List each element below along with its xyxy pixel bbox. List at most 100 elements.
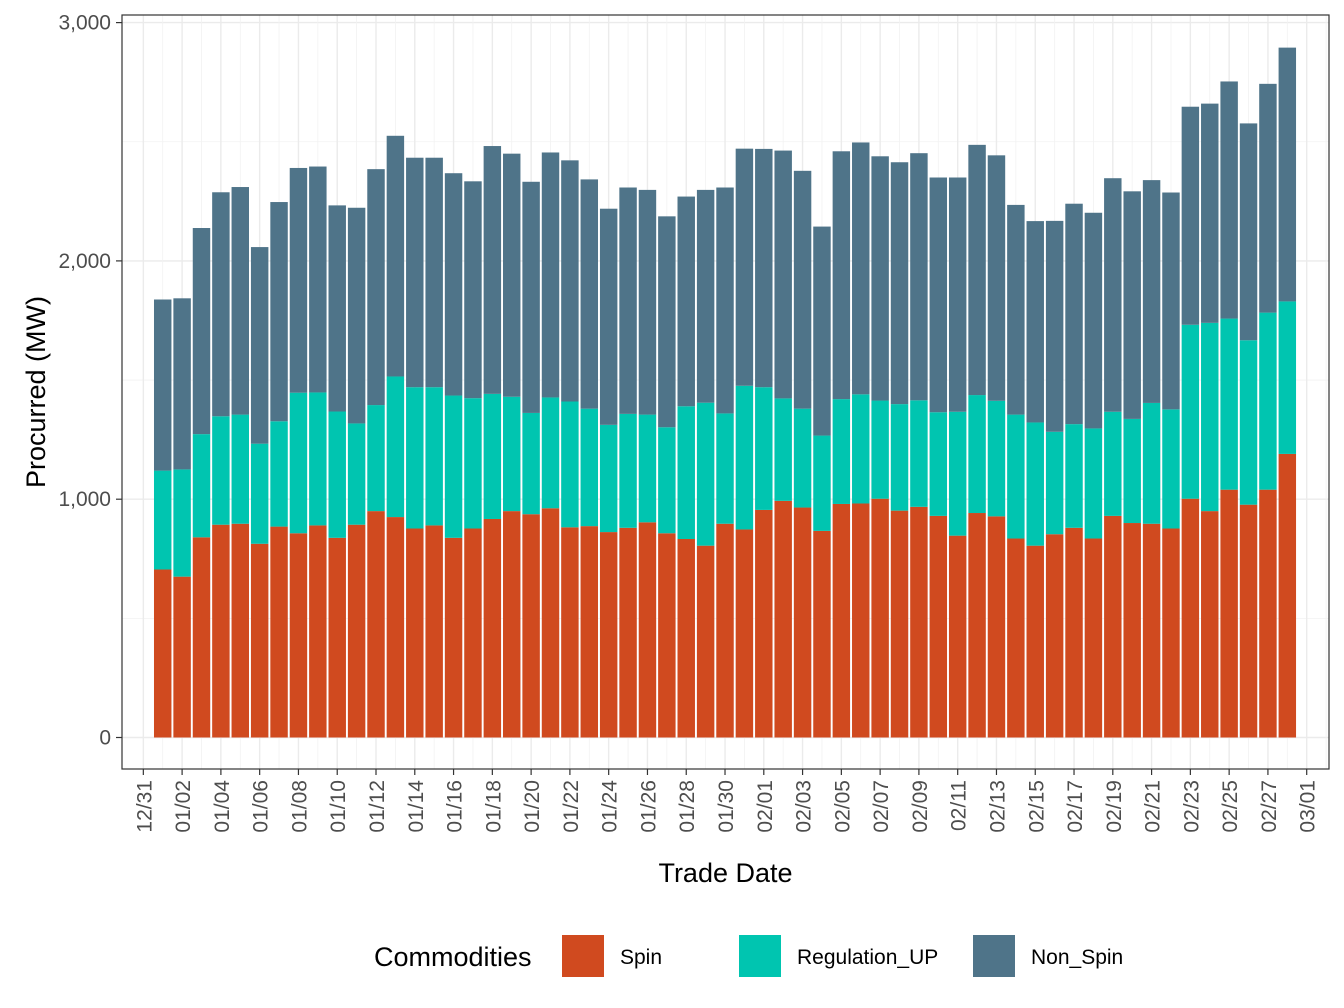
bar-spin-02-12 [968, 513, 986, 738]
bar-non-spin-02-23 [1181, 106, 1200, 325]
bar-regulation-up-02-18 [1084, 428, 1103, 539]
x-tick-label: 02/21 [1142, 780, 1165, 833]
legend: Commodities Spin Regulation_UP Non_Spin [374, 935, 1123, 977]
bar-regulation-up-02-20 [1123, 418, 1141, 524]
bar-spin-02-03 [793, 507, 812, 738]
x-tick-label: 01/10 [327, 780, 350, 833]
y-axis-title: Procurred (MW) [21, 296, 51, 488]
bar-spin-02-04 [813, 530, 831, 738]
bar-non-spin-02-27 [1259, 83, 1277, 313]
bar-regulation-up-01-08 [289, 392, 308, 534]
bar-spin-02-28 [1278, 453, 1297, 738]
bar-spin-01-30 [716, 523, 734, 738]
bar-regulation-up-01-03 [192, 434, 211, 538]
bar-non-spin-02-13 [987, 155, 1006, 401]
bar-spin-01-15 [425, 525, 443, 738]
bar-spin-01-06 [250, 543, 269, 738]
bar-non-spin-01-29 [696, 189, 715, 403]
bar-regulation-up-01-19 [503, 396, 521, 512]
bar-regulation-up-01-27 [658, 427, 676, 534]
bar-regulation-up-02-02 [774, 398, 792, 501]
x-tick-label: 01/12 [366, 780, 389, 833]
bar-non-spin-02-25 [1220, 81, 1238, 319]
bar-regulation-up-01-15 [425, 387, 443, 526]
bar-spin-02-10 [929, 515, 948, 738]
bar-spin-01-26 [638, 522, 657, 738]
bar-spin-02-05 [832, 503, 851, 738]
bar-regulation-up-02-25 [1220, 318, 1238, 490]
y-tick-label: 1,000 [58, 488, 111, 511]
bar-non-spin-01-24 [599, 208, 618, 425]
bar-regulation-up-01-20 [522, 412, 540, 515]
bar-non-spin-01-20 [522, 181, 540, 413]
x-tick-label: 02/25 [1219, 780, 1242, 833]
bar-regulation-up-02-06 [852, 394, 870, 504]
bar-spin-01-14 [406, 528, 424, 738]
bar-non-spin-01-01 [153, 299, 172, 471]
bar-non-spin-01-19 [503, 153, 521, 397]
bar-spin-01-13 [386, 517, 405, 738]
bar-regulation-up-02-28 [1278, 301, 1297, 454]
bar-non-spin-01-31 [735, 148, 754, 386]
bar-non-spin-01-23 [580, 179, 599, 409]
bar-spin-01-31 [735, 529, 754, 738]
bar-regulation-up-01-26 [638, 414, 657, 523]
x-axis-title: Trade Date [658, 858, 792, 888]
bar-regulation-up-02-16 [1045, 431, 1064, 535]
bar-spin-02-26 [1239, 504, 1258, 738]
y-tick-label: 2,000 [58, 250, 111, 273]
bar-spin-02-20 [1123, 523, 1141, 738]
bar-non-spin-01-26 [638, 189, 657, 415]
bar-regulation-up-02-10 [929, 412, 948, 516]
bar-regulation-up-01-10 [328, 411, 346, 538]
x-tick-label: 01/16 [444, 780, 467, 833]
bar-non-spin-01-14 [406, 157, 424, 388]
bar-non-spin-02-15 [1026, 221, 1044, 423]
bar-regulation-up-02-17 [1065, 424, 1083, 528]
x-tick-label: 01/28 [676, 780, 699, 833]
bar-regulation-up-02-22 [1162, 409, 1180, 529]
bar-regulation-up-01-17 [464, 398, 482, 529]
bar-regulation-up-01-18 [483, 393, 502, 519]
bar-non-spin-02-04 [813, 226, 831, 436]
bar-non-spin-01-21 [541, 152, 560, 398]
bar-spin-01-03 [192, 537, 211, 738]
bar-non-spin-02-05 [832, 151, 851, 400]
bar-non-spin-02-11 [948, 177, 967, 412]
bar-non-spin-01-05 [231, 187, 249, 415]
bar-spin-02-18 [1084, 538, 1103, 738]
x-tick-label: 01/22 [560, 780, 583, 833]
bar-spin-01-17 [464, 528, 482, 738]
bar-non-spin-01-10 [328, 205, 346, 412]
bar-non-spin-02-19 [1104, 178, 1122, 412]
bar-regulation-up-02-04 [813, 435, 831, 531]
bar-spin-02-27 [1259, 489, 1277, 738]
bar-regulation-up-01-23 [580, 408, 599, 527]
bar-non-spin-02-12 [968, 144, 986, 396]
bar-regulation-up-01-01 [153, 470, 172, 570]
bar-segments [153, 47, 1297, 738]
bar-spin-02-14 [1007, 538, 1025, 738]
bar-non-spin-02-01 [755, 148, 773, 388]
bar-spin-02-01 [755, 509, 773, 738]
bar-non-spin-01-25 [619, 187, 637, 414]
bar-non-spin-02-21 [1142, 180, 1161, 403]
bar-spin-01-18 [483, 518, 502, 738]
bar-regulation-up-01-02 [173, 469, 191, 577]
legend-label: Non_Spin [1031, 946, 1123, 969]
x-tick-label: 02/23 [1180, 780, 1203, 833]
bar-non-spin-02-26 [1239, 123, 1258, 341]
legend-key-spin [562, 935, 604, 977]
x-tick-label: 02/17 [1064, 780, 1087, 833]
bar-spin-01-24 [599, 532, 618, 738]
x-tick-label: 01/06 [250, 780, 273, 833]
bar-non-spin-02-14 [1007, 204, 1025, 415]
bar-non-spin-01-08 [289, 167, 308, 393]
x-tick-label: 02/07 [870, 780, 893, 833]
x-tick-label: 01/30 [715, 780, 738, 833]
bar-spin-02-09 [910, 506, 928, 738]
legend-key-regulation-up [739, 935, 781, 977]
bar-spin-01-07 [270, 526, 288, 738]
bar-regulation-up-02-13 [987, 400, 1006, 517]
